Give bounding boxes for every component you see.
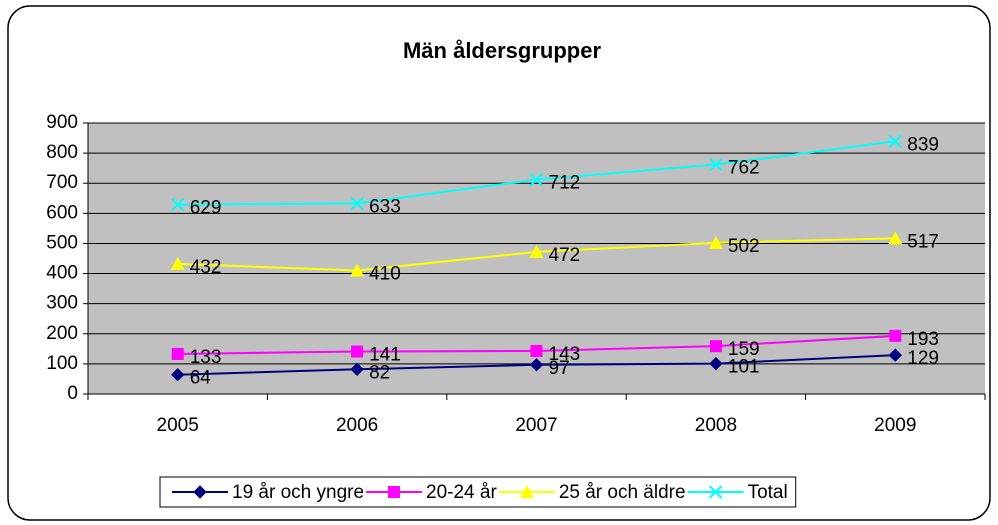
data-label: 159 (728, 339, 760, 360)
marker (170, 197, 185, 212)
x-tick-label: 2007 (515, 415, 557, 436)
data-label: 839 (907, 134, 939, 155)
legend-label: 20-24 år (426, 482, 497, 503)
marker (888, 134, 903, 149)
legend-label: 25 år och äldre (559, 482, 686, 503)
y-tick-label: 600 (46, 202, 78, 223)
y-tick-label: 300 (46, 293, 78, 314)
marker (888, 348, 903, 362)
marker (350, 362, 364, 377)
data-label: 97 (549, 358, 570, 379)
data-label: 629 (190, 198, 222, 219)
marker (530, 344, 543, 357)
marker (889, 329, 902, 342)
data-label: 762 (728, 158, 760, 179)
marker (388, 486, 401, 498)
y-tick-label: 400 (46, 263, 78, 284)
x-tick-label: 2008 (695, 415, 737, 436)
data-label: 517 (907, 231, 939, 252)
marker (529, 172, 544, 187)
data-label: 472 (549, 245, 581, 266)
legend: 19 år och yngre 20-24 år 25 år och äldre To… (159, 476, 797, 508)
marker (519, 485, 534, 498)
y-tick-label: 0 (67, 383, 78, 404)
y-tick-label: 500 (46, 232, 78, 253)
x-tick-label: 2006 (336, 415, 378, 436)
marker (709, 157, 723, 172)
chart-title: Män åldersgrupper (403, 38, 601, 63)
marker (529, 358, 544, 372)
data-label: 133 (190, 347, 222, 368)
data-label: 193 (907, 329, 939, 350)
marker (170, 368, 185, 382)
data-label: 82 (369, 362, 390, 383)
marker (170, 256, 185, 270)
data-label: 101 (728, 357, 760, 378)
marker (529, 244, 544, 258)
data-label: 143 (549, 344, 581, 365)
legend-label: Total (748, 482, 788, 503)
data-label: 712 (549, 173, 581, 194)
marker (709, 340, 722, 353)
marker (350, 263, 365, 277)
data-label: 64 (190, 368, 212, 389)
data-label: 633 (369, 196, 401, 217)
y-tick-label: 800 (46, 142, 78, 163)
marker (193, 485, 207, 499)
data-label: 129 (907, 348, 939, 369)
legend-label: 19 år och yngre (232, 482, 364, 503)
marker (709, 356, 723, 371)
x-tick-label: 2005 (157, 415, 199, 436)
y-tick-label: 200 (46, 323, 78, 344)
x-tick-label: 2009 (874, 415, 916, 436)
marker (171, 347, 184, 360)
marker (351, 345, 364, 358)
y-tick-label: 700 (46, 172, 78, 193)
marker (708, 485, 723, 499)
data-label: 141 (369, 345, 401, 366)
marker (888, 231, 903, 245)
data-label: 432 (190, 257, 222, 278)
marker (708, 235, 723, 249)
y-tick-label: 100 (46, 353, 78, 374)
data-label: 502 (728, 236, 760, 257)
y-tick-label: 900 (46, 112, 78, 133)
data-label: 410 (369, 264, 401, 285)
legend-box (159, 476, 797, 508)
marker (350, 196, 364, 211)
